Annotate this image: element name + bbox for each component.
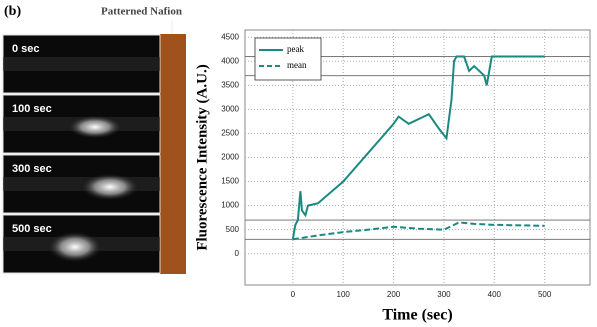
annotation: Patterned Nafion: [101, 6, 182, 18]
fluorescence: [80, 173, 140, 201]
x-tick-label: 400: [488, 290, 502, 299]
x-tick-label: 300: [437, 290, 451, 299]
chart: 0 500 1000 1500 2000 2500 3000 3500 4000 4500 0 100…: [194, 30, 590, 324]
y-tick-label: 3000: [221, 104, 239, 113]
y-tick-label: 2500: [221, 129, 239, 138]
y-tick-label: 1500: [221, 177, 239, 186]
y-axis-label: Fluorescence Intensity (A.U.): [194, 64, 210, 250]
legend-label: peak: [287, 44, 304, 54]
frame-label: 500 sec: [12, 223, 52, 235]
x-tick-label: 500: [538, 290, 552, 299]
y-tick-label: 4500: [221, 32, 239, 41]
x-axis-label: Time (sec): [382, 307, 452, 324]
y-tick-label: 0: [235, 249, 240, 258]
x-tick-label: 0: [291, 290, 296, 299]
frame-label: 300 sec: [12, 163, 52, 175]
y-tick-label: 3500: [221, 80, 239, 89]
y-tick-label: 500: [226, 225, 240, 234]
y-tick-label: 4000: [221, 56, 239, 65]
figure: (b) Patterned Nafion 0 sec 100 sec 300 sec…: [0, 0, 597, 327]
nafion-stripe: [160, 34, 186, 274]
y-tick-label: 2000: [221, 153, 239, 162]
legend-label: mean: [287, 60, 307, 70]
x-tick-label: 100: [337, 290, 351, 299]
panel-label: (b): [4, 4, 21, 19]
frame-label: 100 sec: [12, 103, 52, 115]
frame-band: [3, 57, 160, 71]
fluorescence: [47, 231, 103, 263]
frames: 0 sec 100 sec 300 sec 500 sec: [3, 34, 186, 274]
x-tick-label: 200: [387, 290, 401, 299]
fluorescence: [67, 115, 123, 139]
y-tick-label: 1000: [221, 201, 239, 210]
frame-label: 0 sec: [12, 43, 40, 55]
